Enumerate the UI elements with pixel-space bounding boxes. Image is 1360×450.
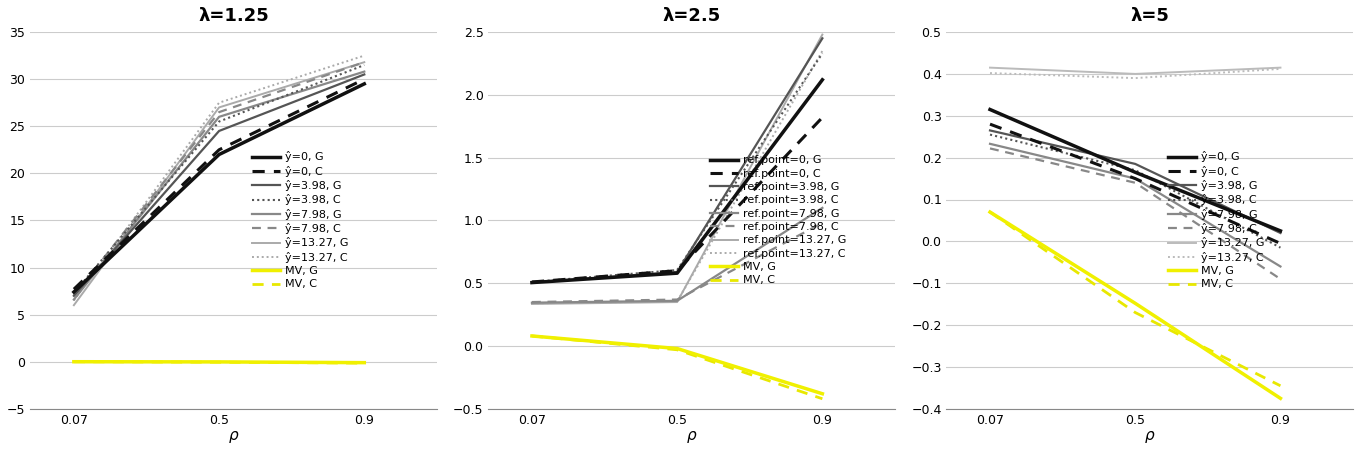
X-axis label: ρ: ρ bbox=[228, 428, 238, 443]
Title: λ=1.25: λ=1.25 bbox=[199, 7, 269, 25]
X-axis label: ρ: ρ bbox=[687, 428, 696, 443]
Title: λ=2.5: λ=2.5 bbox=[662, 7, 721, 25]
Legend: ŷ=0, G, ŷ=0, C, ŷ=3.98, G, ŷ=3.98, C, ŷ=7.98, G, ŷ=7.98, C, ŷ=13.27, G, ŷ=13.27,: ŷ=0, G, ŷ=0, C, ŷ=3.98, G, ŷ=3.98, C, ŷ=… bbox=[248, 147, 354, 294]
X-axis label: ρ: ρ bbox=[1145, 428, 1155, 443]
Title: λ=5: λ=5 bbox=[1130, 7, 1170, 25]
Legend: ref.point=0, G, ref.point=0, C, ref.point=3.98, G, ref.point=3.98, C, ref.point=: ref.point=0, G, ref.point=0, C, ref.poin… bbox=[706, 151, 851, 290]
Legend: ŷ=0, G, ŷ=0, C, ŷ=3.98, G, ŷ=3.98, C, ŷ=7.98, G, ŷ=7.98, C, ŷ=13.27, G, ŷ=13.27,: ŷ=0, G, ŷ=0, C, ŷ=3.98, G, ŷ=3.98, C, ŷ=… bbox=[1163, 147, 1269, 294]
